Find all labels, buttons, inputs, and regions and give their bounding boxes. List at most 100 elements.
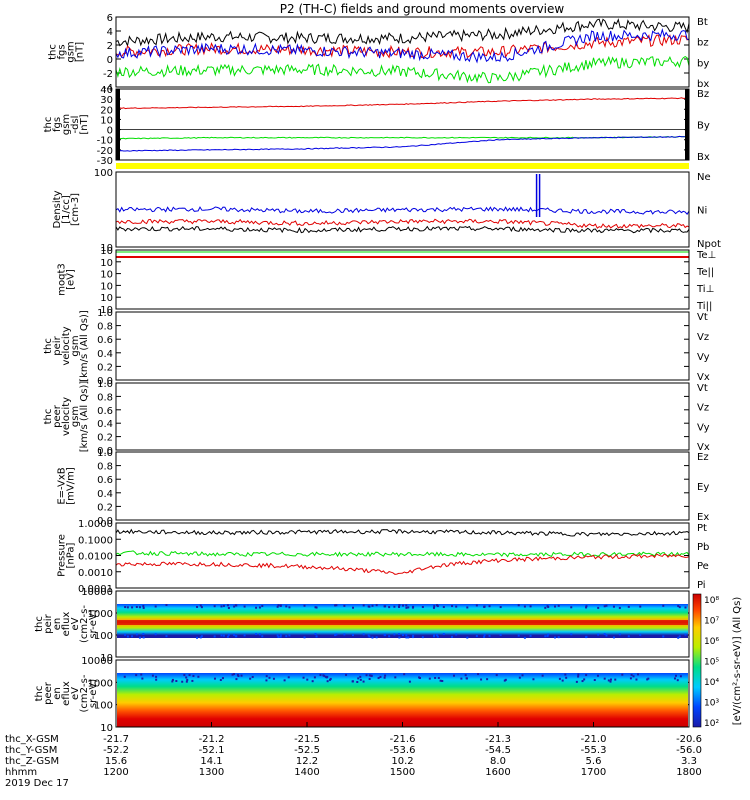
noise-dot: [499, 606, 502, 609]
noise-dot: [234, 635, 237, 638]
panel-efield: 1.0 0.8 0.6 0.4 0.2 0.0 E=-VxB[mV/m] Ez Ey Ex: [57, 448, 710, 527]
legend-entry: Te⊥: [696, 250, 716, 261]
noise-dot: [141, 677, 144, 680]
noise-dot: [334, 634, 337, 637]
noise-dot: [240, 674, 243, 677]
xtick-time: 1700: [581, 767, 606, 778]
noise-dot: [287, 676, 290, 679]
ytick-label: 0.0: [97, 376, 113, 387]
panel-frame: [115, 382, 690, 451]
colorbar-tick: 10⁴: [704, 678, 719, 688]
noise-dot: [442, 606, 445, 609]
panels-layer: 6420-2-4thcfgsgsm[nT]Btbzbybx403020100-1…: [34, 13, 743, 734]
series-Pe-line: [115, 550, 690, 558]
noise-dot: [188, 674, 191, 677]
noise-dot: [379, 675, 382, 678]
ylabel-text: [nT]: [79, 114, 90, 134]
noise-dot: [356, 680, 359, 683]
noise-dot: [411, 636, 414, 639]
noise-dot: [546, 634, 549, 637]
noise-dot: [303, 636, 306, 639]
ylabel-text: [mV/m]: [66, 467, 77, 505]
noise-dot: [477, 673, 480, 676]
ylabel-text: [nPa]: [66, 542, 77, 568]
panel-frame: [115, 16, 690, 88]
noise-dot: [675, 674, 678, 677]
legend-entry: Ti||: [696, 301, 712, 312]
series-Pt-line: [115, 528, 690, 537]
noise-dot: [258, 606, 261, 609]
noise-dot: [384, 674, 387, 677]
noise-dot: [371, 636, 374, 639]
noise-dot: [433, 605, 436, 608]
legend-entry: Pb: [697, 542, 709, 553]
colorbar-tick: 10⁵: [704, 658, 719, 668]
legend-entry: Ni: [697, 206, 707, 217]
noise-dot: [126, 606, 129, 609]
ytick-label: 0: [107, 126, 113, 137]
noise-dot: [319, 673, 322, 676]
noise-dot: [557, 604, 560, 607]
ytick-label: 10: [100, 243, 113, 254]
ytick-label: 0.0: [97, 446, 113, 457]
ytick-label: 0.2: [97, 362, 113, 373]
ytick-label: 0.0001: [78, 584, 113, 595]
ytick-label: -4: [103, 83, 113, 94]
peer-spectrogram: [117, 673, 688, 727]
noise-dot: [639, 605, 642, 608]
xtick-ygsm: -52.2: [103, 745, 129, 756]
noise-dot: [135, 605, 138, 608]
xtick-xgsm: -21.0: [581, 734, 607, 745]
ytick-label: 0.4: [97, 489, 113, 500]
noise-dot: [314, 633, 317, 636]
noise-dot: [647, 677, 650, 680]
noise-dot: [632, 675, 635, 678]
noise-dot: [684, 606, 687, 609]
noise-dot: [662, 635, 665, 638]
noise-dot: [135, 674, 138, 677]
noise-dot: [597, 633, 600, 636]
legend-entry: by: [697, 58, 709, 69]
noise-dot: [306, 678, 309, 681]
ytick-label: -10: [97, 136, 113, 147]
noise-dot: [249, 677, 252, 680]
noise-dot: [243, 605, 246, 608]
ytick-label: 10: [100, 258, 113, 269]
noise-dot: [662, 604, 665, 607]
noise-dot: [314, 606, 317, 609]
noise-dot: [311, 680, 314, 683]
noise-dot: [268, 676, 271, 679]
ytick-label: 10000: [81, 587, 113, 598]
ylabel-text: fgs: [57, 44, 68, 59]
series-Bt-line: [115, 18, 690, 48]
ytick-label: 40: [100, 85, 113, 96]
xtick-zgsm: 14.1: [200, 756, 222, 767]
noise-dot: [279, 604, 282, 607]
ylabel-text: thc: [43, 338, 54, 354]
noise-dot: [483, 633, 486, 636]
noise-dot: [343, 633, 346, 636]
noise-dot: [627, 605, 630, 608]
noise-dot: [272, 677, 275, 680]
noise-dot: [451, 605, 454, 608]
ytick-label: 10: [100, 246, 113, 257]
noise-dot: [673, 677, 676, 680]
legend-entry: bx: [697, 79, 709, 90]
noise-dot: [407, 606, 410, 609]
legend-entry: Ez: [697, 452, 709, 463]
noise-dot: [618, 633, 621, 636]
noise-dot: [165, 635, 168, 638]
noise-dot: [585, 635, 588, 638]
noise-dot: [475, 635, 478, 638]
noise-dot: [124, 606, 127, 609]
legend-entry: Te||: [696, 267, 714, 278]
noise-dot: [315, 635, 318, 638]
legend-entry: Vt: [697, 383, 708, 394]
panel-peer_spec: 10000 1000 100 10 thcpeerenefluxeV(cm2-s-sr-…: [34, 656, 690, 734]
panel-peir_vel: 1.0 0.8 0.6 0.4 0.2 0.0 thcpeirvelocitygsm[km/…: [43, 308, 710, 387]
noise-dot: [357, 677, 360, 680]
noise-dot: [679, 675, 682, 678]
